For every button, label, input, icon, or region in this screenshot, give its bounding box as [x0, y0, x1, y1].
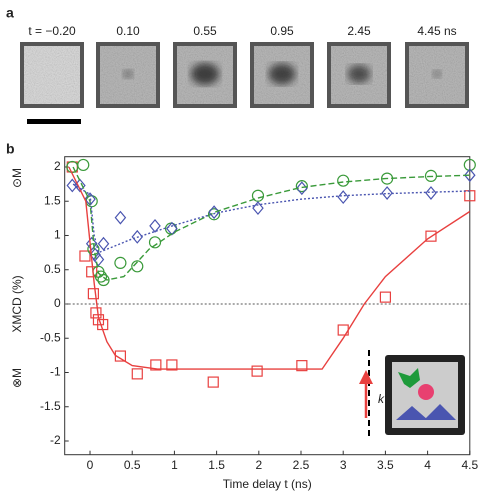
frame-blob [268, 63, 296, 85]
frame-label: 0.95 [270, 24, 294, 38]
plot-frame [64, 156, 471, 456]
x-tick-label: 1.5 [208, 458, 225, 472]
frame-label: 0.55 [193, 24, 217, 38]
marker [131, 229, 144, 244]
marker [87, 243, 100, 256]
marker [252, 201, 264, 216]
marker [114, 210, 127, 225]
frame-label: t = −0.20 [28, 24, 76, 38]
y-tick-label: -1 [50, 365, 61, 379]
y-tick-label: 0 [54, 296, 61, 310]
annotation: ⊙M [10, 168, 24, 188]
marker [66, 178, 79, 193]
x-tick-label: 0.5 [124, 458, 141, 472]
frame-label: 2.45 [347, 24, 371, 38]
x-tick-label: 3 [340, 458, 347, 472]
marker [85, 236, 98, 251]
x-tick-label: 4.5 [461, 458, 478, 472]
marker [425, 186, 437, 200]
inset-blue [396, 404, 456, 420]
frame-blob [432, 70, 442, 78]
annotation: ⊗M [10, 368, 24, 388]
marker [97, 273, 110, 287]
marker [379, 291, 392, 303]
frame-image [24, 46, 80, 104]
marker [381, 186, 393, 200]
marker [114, 256, 127, 269]
marker [337, 190, 349, 205]
marker [87, 288, 99, 300]
marker [207, 208, 221, 221]
y-tick-label: -2 [50, 433, 61, 447]
marker [94, 270, 108, 283]
marker [149, 218, 161, 233]
inset-green [398, 368, 420, 388]
frame-label: 0.10 [116, 24, 140, 38]
annotation: k [378, 392, 385, 406]
marker [463, 158, 476, 172]
marker [90, 307, 102, 319]
marker [207, 376, 219, 388]
fit-line [68, 166, 471, 370]
panel-label: a [6, 5, 14, 21]
marker [148, 236, 162, 249]
marker [425, 230, 437, 242]
y-tick-label: 1 [54, 228, 61, 242]
marker [337, 174, 350, 187]
y-tick-label: 2 [54, 159, 61, 173]
x-tick-label: 2 [255, 458, 262, 472]
panel-label: b [6, 141, 15, 157]
marker [464, 168, 476, 183]
x-tick-label: 1 [171, 458, 178, 472]
marker [296, 181, 308, 196]
fit-line [72, 166, 470, 281]
y-tick-label: -0.5 [40, 330, 61, 344]
frames: t = −0.20 0.10 0.55 0.95 2.45 4.45 ns [20, 24, 469, 108]
x-axis-label: Time delay t (ns) [223, 477, 312, 491]
frame-blob [347, 65, 371, 83]
marker [150, 359, 162, 371]
scale-bar [27, 119, 81, 124]
marker [131, 260, 144, 273]
marker [296, 360, 308, 372]
y-tick-label: 0.5 [44, 262, 61, 276]
frame-label: 4.45 ns [417, 24, 456, 38]
x-tick-label: 0 [87, 458, 94, 472]
marker [85, 195, 98, 208]
inset-dot [418, 384, 434, 400]
marker [464, 190, 476, 202]
x-tick-label: 4 [424, 458, 431, 472]
frame-blob [190, 63, 220, 85]
plot: -2 -1.5 -1 -0.5 0 0.5 1 1.5 2 0 0.5 1 1.5 2 2.5 3 3.5 4 4.… [10, 156, 478, 491]
marker [86, 266, 98, 278]
marker [79, 250, 91, 262]
marker [131, 368, 143, 380]
frame-blob [122, 69, 134, 79]
y-axis-label: XMCD (%) [10, 275, 24, 332]
marker [77, 158, 90, 172]
marker [97, 236, 110, 251]
fit-line [72, 183, 470, 254]
marker [84, 192, 96, 207]
x-tick-label: 3.5 [377, 458, 394, 472]
inset-arrowhead [359, 370, 373, 384]
y-tick-label: 1.5 [44, 193, 61, 207]
marker [208, 205, 220, 220]
y-tick-label: -1.5 [40, 399, 61, 413]
marker [166, 359, 178, 371]
x-tick-label: 2.5 [293, 458, 310, 472]
marker [251, 365, 263, 377]
